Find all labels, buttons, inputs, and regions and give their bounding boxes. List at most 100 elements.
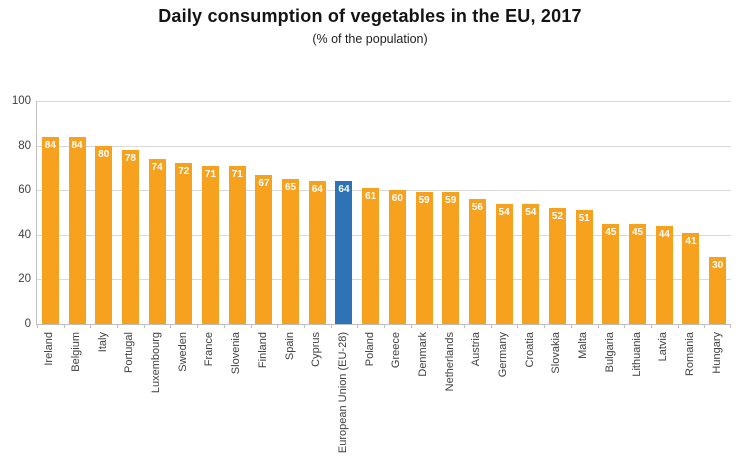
bar-value-label: 71 <box>231 168 243 180</box>
x-axis-label-portugal: Portugal <box>123 332 136 373</box>
x-axis-label-cell: Italy <box>89 332 116 464</box>
y-axis-tick-label: 80 <box>18 139 31 152</box>
x-axis-tick <box>277 324 279 328</box>
x-axis-label-cell: Austria <box>463 332 490 464</box>
x-axis-label-cell: Belgium <box>63 332 90 464</box>
x-axis-tick <box>37 324 38 328</box>
x-axis-label-luxembourg: Luxembourg <box>150 332 163 394</box>
x-axis-tick <box>437 324 439 328</box>
bar-value-label: 59 <box>418 195 430 207</box>
gridline-40 <box>37 234 731 236</box>
bar-column-austria: 56 <box>464 199 491 324</box>
bar-value-label: 61 <box>365 190 377 202</box>
bar-belgium: 84 <box>68 136 86 324</box>
x-axis-label-ireland: Ireland <box>43 332 56 366</box>
x-axis-label-netherlands: Netherlands <box>443 332 456 392</box>
bar-value-label: 80 <box>98 148 110 160</box>
x-axis-label-hungary: Hungary <box>710 332 723 374</box>
x-axis-label-cell: Croatia <box>516 332 543 464</box>
bar-value-label: 30 <box>712 260 724 272</box>
x-axis-label-france: France <box>203 332 216 367</box>
bar-column-belgium: 84 <box>64 136 91 324</box>
bar-greece: 60 <box>388 190 406 324</box>
bar-column-slovakia: 52 <box>544 208 571 324</box>
x-axis-tick <box>117 324 119 328</box>
bar-germany: 54 <box>495 203 513 324</box>
x-axis-label-cell: Greece <box>383 332 410 464</box>
bar-column-lithuania: 45 <box>624 223 651 324</box>
y-axis-tick-label: 0 <box>24 318 31 330</box>
y-axis-tick-label: 60 <box>18 184 31 197</box>
bar-value-label: 84 <box>44 139 56 151</box>
bar-column-spain: 65 <box>277 179 304 324</box>
bar-column-luxembourg: 74 <box>144 158 171 324</box>
gridline-20 <box>37 279 731 281</box>
bar-column-finland: 67 <box>251 174 278 324</box>
bar-column-germany: 54 <box>491 203 518 324</box>
bar-value-label: 64 <box>311 184 323 196</box>
bar-column-european-union-eu-28: 64 <box>331 181 358 324</box>
y-axis-tick-label: 100 <box>11 95 31 107</box>
x-axis-label-cell: Slovenia <box>223 332 250 464</box>
bar-value-label: 54 <box>525 206 537 218</box>
x-axis-label-cell: Portugal <box>116 332 143 464</box>
y-axis-tick-label: 20 <box>18 273 31 286</box>
bar-value-label: 56 <box>471 202 483 214</box>
bar-value-label: 84 <box>71 139 83 151</box>
bar-column-bulgaria: 45 <box>598 223 625 324</box>
x-axis-label-slovenia: Slovenia <box>230 332 243 375</box>
bar-value-label: 44 <box>658 228 670 240</box>
x-axis-label-cell: Germany <box>490 332 517 464</box>
x-axis-label-cell: Bulgaria <box>597 332 624 464</box>
x-axis-label-romania: Romania <box>683 332 696 377</box>
bar-value-label: 74 <box>151 161 163 173</box>
bar-denmark: 59 <box>415 192 433 324</box>
x-axis-label-cell: Romania <box>677 332 704 464</box>
bar-column-france: 71 <box>197 165 224 324</box>
x-axis-label-denmark: Denmark <box>417 332 430 377</box>
x-axis-label-italy: Italy <box>96 332 109 353</box>
x-axis-label-latvia: Latvia <box>657 332 670 362</box>
x-axis-label-cell: Finland <box>250 332 277 464</box>
x-axis-label-finland: Finland <box>256 332 269 369</box>
bar-column-greece: 60 <box>384 190 411 324</box>
chart-title: Daily consumption of vegetables in the E… <box>158 6 582 26</box>
x-axis-label-cell: Luxembourg <box>143 332 170 464</box>
bar-value-label: 51 <box>578 213 590 225</box>
x-axis-label-cell: Sweden <box>169 332 196 464</box>
x-axis-tick <box>730 324 731 328</box>
gridline-80 <box>37 145 731 147</box>
x-axis-tick <box>410 324 412 328</box>
x-axis-label-cell: Malta <box>570 332 597 464</box>
x-axis-tick <box>303 324 305 328</box>
x-axis-tick <box>384 324 385 328</box>
bar-column-italy: 80 <box>90 145 117 324</box>
bar-ireland: 84 <box>41 136 59 324</box>
bar-slovenia: 71 <box>228 165 246 324</box>
x-axis-label-cell: Denmark <box>410 332 437 464</box>
x-axis-tick <box>570 324 572 328</box>
bar-slovakia: 52 <box>548 208 566 324</box>
x-axis-label-slovakia: Slovakia <box>550 332 563 374</box>
bar-column-malta: 51 <box>571 210 598 324</box>
bar-column-sweden: 72 <box>170 163 197 324</box>
bar-latvia: 44 <box>655 225 673 324</box>
x-axis-label-cell: Hungary <box>703 332 730 464</box>
x-axis-labels: Ireland Belgium Italy Portugal Luxembourg Swe… <box>36 332 730 464</box>
x-axis-label-cell: European Union (EU-28) <box>330 332 357 464</box>
plot-area: 84 84 80 78 74 72 71 71 67 65 64 64 61 60 59 59 56 54 54 52… <box>36 101 731 328</box>
x-axis-tick <box>544 324 546 328</box>
x-axis-label-croatia: Croatia <box>523 332 536 368</box>
bar-value-label: 45 <box>605 226 617 238</box>
x-axis-tick <box>170 324 172 328</box>
bar-value-label: 71 <box>204 168 217 180</box>
bar-bulgaria: 45 <box>602 223 620 324</box>
x-axis-label-spain: Spain <box>283 332 296 361</box>
bar-value-label: 78 <box>124 153 136 165</box>
bar-column-hungary: 30 <box>704 257 731 324</box>
x-axis-label-cyprus: Cyprus <box>310 332 323 367</box>
gridline-100 <box>37 101 731 102</box>
bar-value-label: 54 <box>498 206 510 218</box>
bar-romania: 41 <box>682 232 700 324</box>
